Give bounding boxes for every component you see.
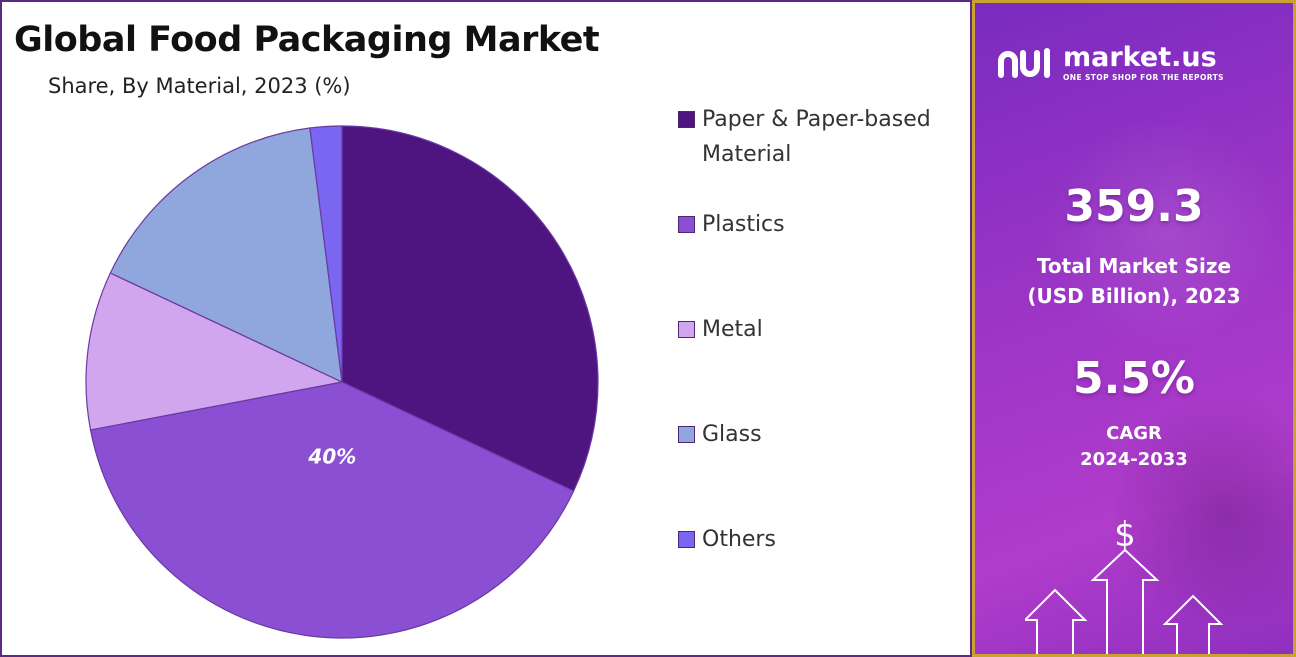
info-panel: market.us ONE STOP SHOP FOR THE REPORTS …	[972, 0, 1296, 657]
chart-panel: Global Food Packaging Market Share, By M…	[0, 0, 972, 657]
brand: market.us ONE STOP SHOP FOR THE REPORTS	[997, 43, 1224, 82]
legend-swatch-glass	[678, 426, 695, 443]
legend-item-plastics: Plastics	[678, 207, 942, 242]
background-glow	[1035, 123, 1293, 343]
legend-label-plastics: Plastics	[702, 212, 785, 237]
cagr-label-line1: CAGR	[1106, 423, 1162, 444]
pie-slice-plastics	[89, 381, 575, 639]
growth-arrows-icon: $	[1025, 515, 1224, 654]
legend-item-glass: Glass	[678, 417, 942, 452]
dollar-sign: $	[1114, 515, 1136, 555]
market-size-label-line2: (USD Billion), 2023	[1027, 284, 1241, 308]
background-shadow	[1115, 383, 1293, 643]
legend-label-metal: Metal	[702, 317, 763, 342]
market-size-label-line1: Total Market Size	[1036, 254, 1232, 278]
brand-tagline: ONE STOP SHOP FOR THE REPORTS	[1063, 73, 1224, 82]
legend-label-glass: Glass	[702, 422, 762, 447]
pie-chart: 40%	[85, 125, 599, 639]
legend-swatch-paper	[678, 111, 695, 128]
cagr-value: 5.5%	[1072, 353, 1196, 404]
legend-item-paper: Paper & Paper-based Material	[678, 102, 942, 172]
pie-slice-others	[309, 125, 343, 383]
pie-data-label-plastics: 40%	[307, 445, 356, 469]
cagr-label-line2: 2024-2033	[1080, 449, 1188, 470]
brand-name: market.us	[1063, 42, 1217, 73]
market-us-logo-icon	[998, 47, 1050, 78]
pie-slice-metal	[85, 272, 344, 431]
legend-swatch-others	[678, 531, 695, 548]
legend-swatch-metal	[678, 321, 695, 338]
pie-slice-glass	[109, 127, 343, 384]
chart-title: Global Food Packaging Market	[14, 20, 600, 60]
chart-subtitle: Share, By Material, 2023 (%)	[48, 74, 351, 98]
legend-label-paper: Paper & Paper-based Material	[702, 107, 931, 167]
legend-item-others: Others	[678, 522, 942, 557]
pie-slice-paper	[341, 125, 599, 492]
legend-label-others: Others	[702, 527, 776, 552]
legend-item-metal: Metal	[678, 312, 942, 347]
legend-swatch-plastics	[678, 216, 695, 233]
market-size-value: 359.3	[1064, 181, 1204, 232]
